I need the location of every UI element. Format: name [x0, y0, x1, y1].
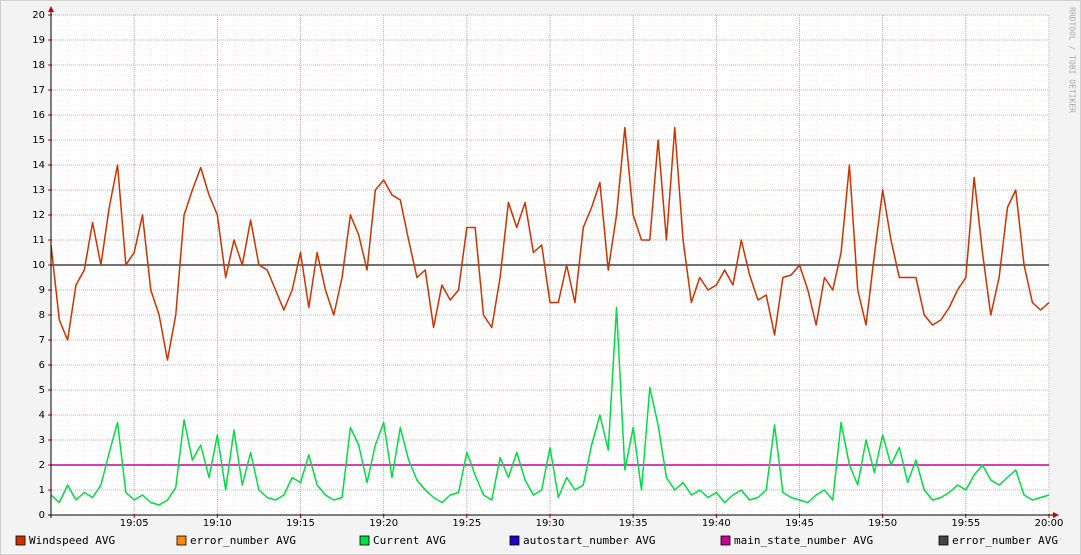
legend-swatch	[938, 535, 949, 546]
legend-label: autostart_number AVG	[523, 534, 655, 547]
y-tick-label: 3	[39, 435, 45, 446]
x-tick-label: 19:20	[369, 518, 398, 529]
y-tick-label: 17	[32, 85, 45, 96]
y-tick-label: 11	[32, 235, 45, 246]
legend-swatch	[176, 535, 187, 546]
y-tick-label: 8	[39, 310, 45, 321]
y-tick-label: 6	[39, 360, 45, 371]
y-tick-label: 18	[32, 60, 45, 71]
legend-label: Current AVG	[373, 534, 446, 547]
y-tick-label: 7	[39, 335, 45, 346]
x-tick-label: 19:15	[286, 518, 315, 529]
x-tick-label: 19:40	[702, 518, 731, 529]
watermark: RRDTOOL / TOBI OETIKER	[1068, 7, 1077, 113]
y-tick-label: 16	[32, 110, 45, 121]
legend-label: error_number AVG	[952, 534, 1058, 547]
y-tick-label: 10	[32, 260, 45, 271]
y-tick-label: 14	[32, 160, 45, 171]
series-line	[50, 306, 1050, 506]
legend-label: error_number AVG	[190, 534, 296, 547]
y-tick-label: 19	[32, 35, 45, 46]
legend-swatch	[15, 535, 26, 546]
y-tick-label: 15	[32, 135, 45, 146]
legend-swatch	[720, 535, 731, 546]
x-tick-label: 19:25	[452, 518, 481, 529]
x-arrow	[1053, 512, 1059, 518]
y-tick-label: 9	[39, 285, 45, 296]
legend-swatch	[509, 535, 520, 546]
y-tick-label: 2	[39, 460, 45, 471]
y-tick-label: 1	[39, 485, 45, 496]
y-arrow	[48, 6, 54, 12]
x-tick-label: 19:05	[120, 518, 149, 529]
legend-label: Windspeed AVG	[29, 534, 115, 547]
y-tick-label: 20	[32, 10, 45, 21]
x-tick-label: 19:10	[203, 518, 232, 529]
x-tick-label: 20:00	[1035, 518, 1064, 529]
x-tick-label: 19:55	[951, 518, 980, 529]
y-tick-label: 0	[39, 510, 45, 521]
y-tick-label: 13	[32, 185, 45, 196]
x-tick-label: 19:30	[536, 518, 565, 529]
x-tick-label: 19:35	[619, 518, 648, 529]
legend-label: main_state_number AVG	[734, 534, 873, 547]
y-tick-label: 12	[32, 210, 45, 221]
y-tick-label: 5	[39, 385, 45, 396]
x-tick-label: 19:45	[785, 518, 814, 529]
y-tick-label: 4	[39, 410, 45, 421]
legend-swatch	[359, 535, 370, 546]
series-line	[50, 126, 1050, 361]
x-tick-label: 19:50	[868, 518, 897, 529]
